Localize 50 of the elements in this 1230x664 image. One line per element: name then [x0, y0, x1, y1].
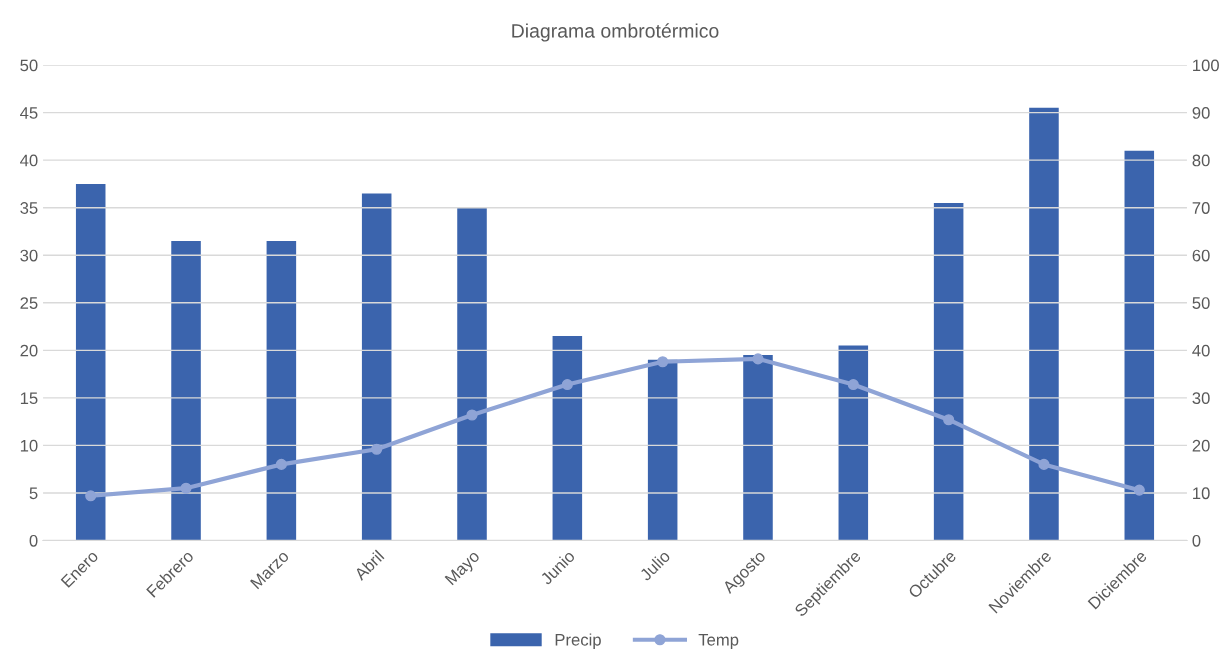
legend-label: Temp [698, 634, 739, 649]
y2-tick-label: 100 [1193, 59, 1219, 72]
bar [171, 240, 201, 541]
y-tick-label: 45 [20, 107, 38, 119]
y2-tick-label: 60 [1192, 249, 1210, 262]
bar [1029, 107, 1059, 541]
point [275, 458, 287, 470]
y-tick-label: 30 [20, 249, 38, 262]
y2-tick-label: 70 [1192, 202, 1210, 214]
chart-title: Diagrama ombrotérmico [512, 23, 719, 42]
bar [75, 183, 106, 541]
y-tick-label: 50 [20, 59, 38, 72]
y2-tick-label: 40 [1192, 344, 1210, 357]
legend-label: Precip [555, 633, 601, 649]
y-tick-label: 35 [20, 202, 38, 214]
x-tick-label: Julio [638, 549, 671, 582]
point [466, 409, 478, 421]
y2-tick-label: 30 [1192, 392, 1210, 405]
y2-tick-label: 90 [1192, 107, 1210, 119]
y2-tick-label: 10 [1193, 487, 1210, 500]
y-tick-label: 15 [20, 392, 38, 405]
point [847, 379, 859, 391]
y-tick-label: 20 [20, 344, 38, 357]
bar [933, 202, 964, 541]
bar [1124, 150, 1155, 541]
point [371, 443, 383, 455]
y-tick-label: 10 [20, 439, 38, 452]
y-tick-label: 25 [20, 297, 38, 309]
y-tick-label: 40 [20, 154, 38, 167]
point [180, 482, 192, 494]
bar [838, 345, 869, 541]
point [752, 353, 764, 365]
bar [647, 359, 678, 541]
y-tick-label: 0 [29, 534, 38, 547]
point [85, 490, 97, 502]
y2-tick-label: 50 [1192, 297, 1210, 309]
y2-tick-label: 20 [1192, 439, 1210, 452]
point [943, 414, 955, 426]
point [1038, 458, 1050, 470]
y2-tick-label: 80 [1192, 154, 1210, 167]
bar [361, 193, 392, 541]
point [657, 356, 669, 368]
y-tick-label: 5 [29, 487, 38, 500]
bar [743, 355, 773, 541]
point [1133, 484, 1145, 496]
y2-tick-label: 0 [1192, 534, 1201, 547]
bar [552, 336, 583, 541]
bar [457, 207, 487, 541]
point [561, 379, 573, 391]
bar [266, 240, 297, 541]
